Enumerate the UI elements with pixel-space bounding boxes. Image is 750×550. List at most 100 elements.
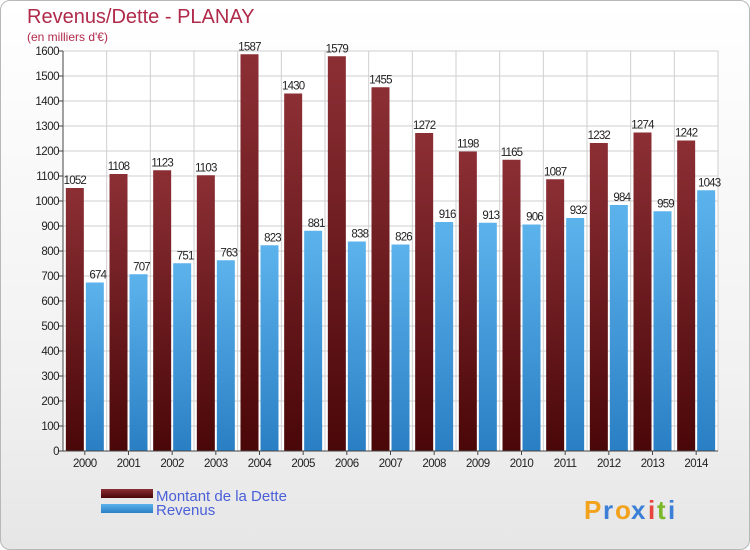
bar-dette <box>284 93 303 451</box>
x-tick-label: 2008 <box>422 458 446 470</box>
data-label-revenus: 932 <box>570 205 587 217</box>
bar-revenus <box>85 282 104 451</box>
x-tick-label: 2007 <box>379 458 403 470</box>
y-tick-label: 1300 <box>35 121 59 133</box>
bar-revenus <box>566 218 585 451</box>
y-tick-label: 1200 <box>35 146 59 158</box>
bar-revenus <box>609 205 628 451</box>
y-tick-label: 900 <box>41 221 59 233</box>
data-label-dette: 1052 <box>64 175 87 187</box>
bar-revenus <box>173 263 192 451</box>
x-tick-label: 2011 <box>554 458 577 470</box>
x-tick-label: 2000 <box>73 458 97 470</box>
bar-dette <box>415 133 434 451</box>
y-tick-label: 100 <box>41 421 59 433</box>
logo-letter: P <box>584 495 601 525</box>
y-tick-label: 1100 <box>36 171 59 183</box>
bar-dette <box>327 56 346 451</box>
data-label-revenus: 959 <box>657 198 674 210</box>
bar-dette <box>677 140 696 451</box>
bar-revenus <box>478 222 497 451</box>
bar-revenus <box>304 230 323 451</box>
data-label-revenus: 984 <box>613 192 631 204</box>
data-label-dette: 1430 <box>282 81 305 93</box>
data-label-dette: 1455 <box>369 74 392 86</box>
data-label-revenus: 763 <box>220 247 237 259</box>
data-label-revenus: 906 <box>526 212 543 224</box>
bars: 1052 674 1108 707 1123 751 1103 763 1587 823 1430 8… <box>64 41 722 451</box>
data-label-revenus: 913 <box>482 210 499 222</box>
data-label-dette: 1123 <box>151 157 173 169</box>
bar-dette <box>109 174 128 451</box>
x-tick-label: 2006 <box>335 458 359 470</box>
x-tick-label: 2003 <box>204 458 228 470</box>
x-tick-label: 2012 <box>597 458 621 470</box>
logo-letter: o <box>615 495 631 525</box>
bar-dette <box>546 179 565 451</box>
logo-letter: i <box>648 495 655 525</box>
data-label-revenus: 1043 <box>698 177 721 189</box>
x-tick-label: 2013 <box>641 458 665 470</box>
legend: Montant de la Dette Revenus <box>101 488 287 519</box>
legend-swatch-revenus <box>101 504 153 513</box>
chart-subtitle: (en milliers d'€) <box>27 30 108 44</box>
axes: 0 100 200 300 400 500 600 700 800 900 1000 1100 1200… <box>35 46 718 470</box>
bar-dette <box>153 170 172 451</box>
x-tick-label: 2004 <box>248 458 273 470</box>
data-label-revenus: 826 <box>395 232 412 244</box>
legend-swatch-dette <box>101 489 153 498</box>
bar-revenus <box>216 260 235 451</box>
data-label-dette: 1579 <box>326 43 349 55</box>
bar-dette <box>633 132 652 451</box>
x-tick-label: 2014 <box>684 458 709 470</box>
bar-dette <box>502 159 521 451</box>
data-label-revenus: 751 <box>177 250 194 262</box>
chart-title: Revenus/Dette - PLANAY <box>27 6 255 28</box>
data-label-dette: 1103 <box>195 162 217 174</box>
data-label-dette: 1587 <box>238 41 261 53</box>
y-tick-label: 800 <box>41 246 59 258</box>
x-tick-label: 2005 <box>291 458 315 470</box>
logo-letter: t <box>657 495 666 525</box>
data-label-revenus: 707 <box>133 261 150 273</box>
x-tick-label: 2010 <box>510 458 534 470</box>
data-label-dette: 1272 <box>413 120 436 132</box>
legend-label-dette: Montant de la Dette <box>156 488 287 505</box>
bar-revenus <box>435 222 454 451</box>
data-label-revenus: 823 <box>264 232 281 244</box>
data-label-dette: 1165 <box>501 147 523 159</box>
data-label-revenus: 881 <box>308 218 325 230</box>
y-tick-label: 1500 <box>35 71 59 83</box>
bar-revenus <box>260 245 279 451</box>
bar-revenus <box>129 274 148 451</box>
data-label-dette: 1198 <box>457 139 479 151</box>
y-tick-label: 400 <box>41 346 59 358</box>
data-label-dette: 1108 <box>108 161 130 173</box>
y-tick-label: 1000 <box>35 196 59 208</box>
bar-revenus <box>391 244 410 451</box>
logo-letter: r <box>603 495 613 525</box>
y-tick-label: 0 <box>53 446 59 458</box>
x-tick-label: 2001 <box>117 458 141 470</box>
y-tick-label: 300 <box>41 371 59 383</box>
y-tick-label: 1600 <box>35 46 59 58</box>
bar-revenus <box>653 211 672 451</box>
y-tick-label: 700 <box>41 271 59 283</box>
x-tick-label: 2002 <box>160 458 184 470</box>
bar-revenus <box>347 241 366 451</box>
data-label-revenus: 674 <box>89 270 107 282</box>
y-tick-label: 200 <box>41 396 59 408</box>
bar-dette <box>589 143 608 451</box>
data-label-revenus: 838 <box>351 229 368 241</box>
data-label-dette: 1242 <box>675 128 698 140</box>
bar-dette <box>458 151 477 451</box>
legend-label-revenus: Revenus <box>156 502 215 519</box>
bar-dette <box>371 87 390 451</box>
bar-dette <box>196 175 215 451</box>
data-label-revenus: 916 <box>439 209 456 221</box>
bar-revenus <box>697 190 716 451</box>
y-tick-label: 500 <box>41 321 59 333</box>
data-label-dette: 1232 <box>588 130 611 142</box>
